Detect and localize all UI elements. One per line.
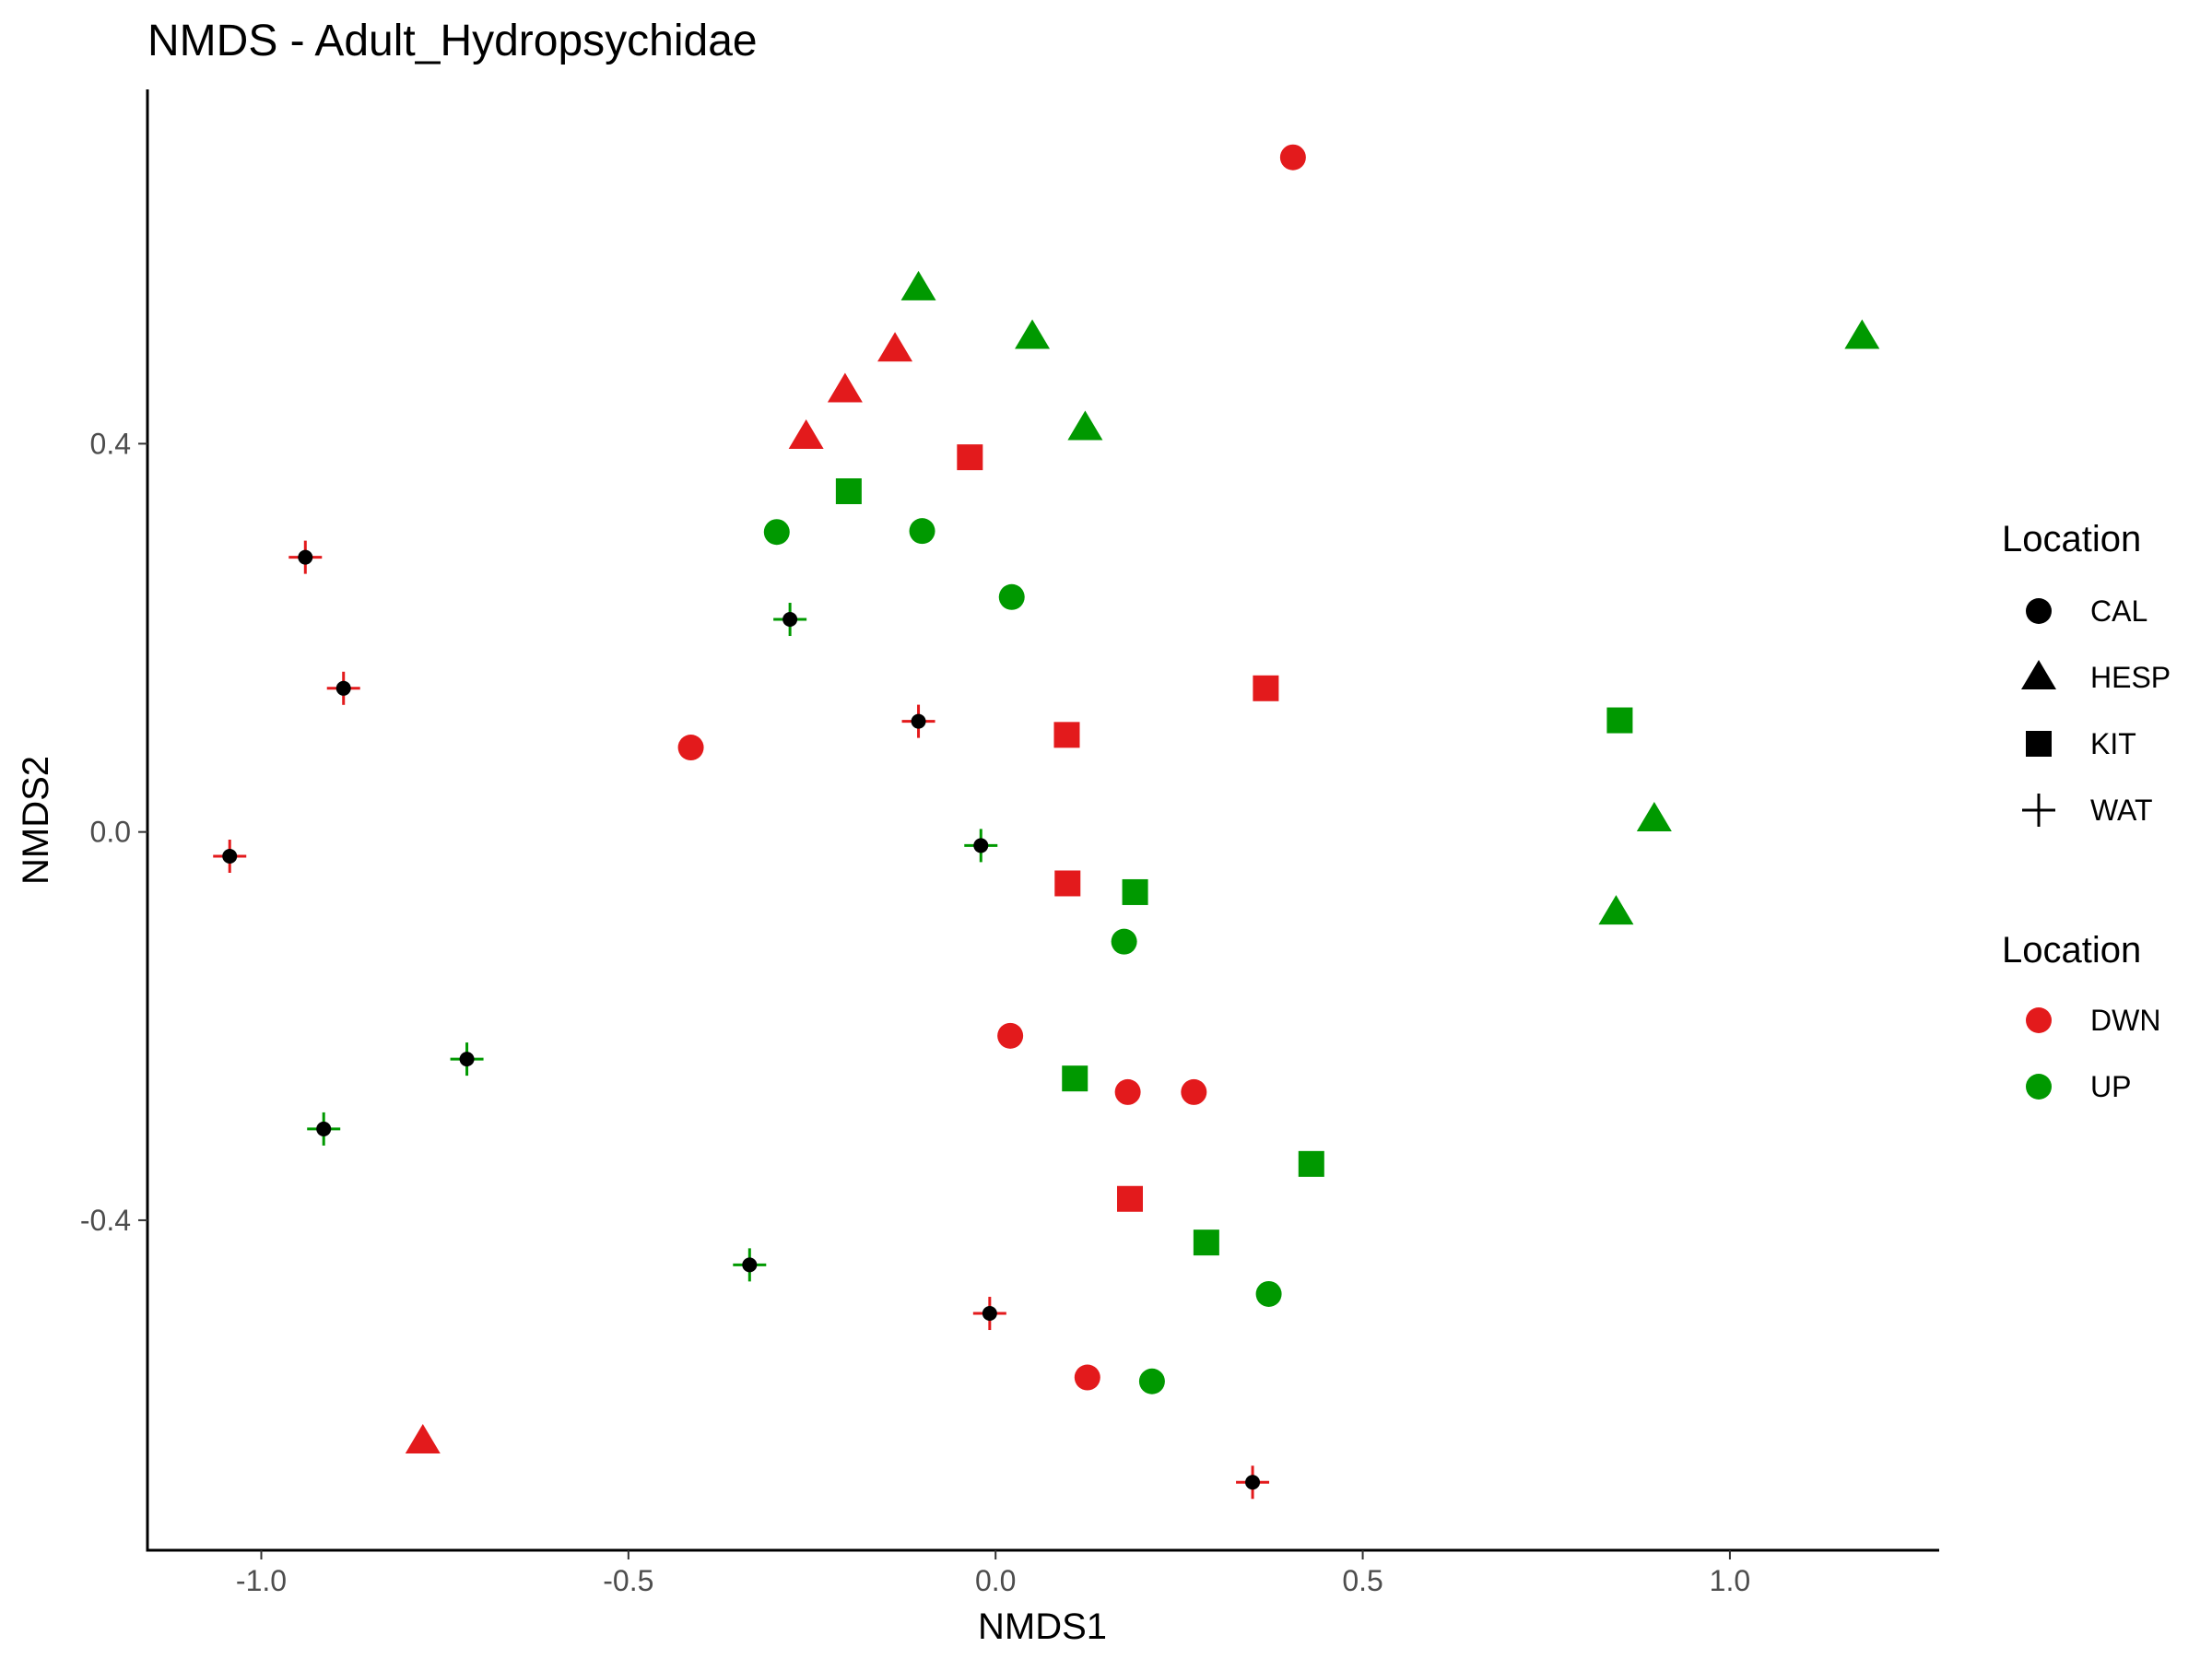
x-axis-ticks: -1.0 -0.5 0.0 0.5 1.0 [236,1550,1750,1597]
data-point [1074,1364,1100,1391]
legend-label-up: UP [2090,1070,2131,1103]
data-point [1138,1368,1165,1394]
data-point [1067,410,1103,441]
data-point [1181,1078,1207,1105]
data-point [773,603,807,637]
data-point [877,332,913,362]
legend-key-wat [2022,794,2055,827]
x-tick-label: -0.5 [603,1564,653,1597]
data-point [827,372,863,403]
legend-key-kit [2026,731,2052,757]
data-point [788,419,824,450]
legend-shape: Location CAL HESP KIT WAT [2002,519,2171,827]
data-point [1015,319,1051,349]
data-point [1298,1150,1324,1177]
legend-label-kit: KIT [2090,727,2136,760]
legend-key-dwn [2026,1007,2052,1033]
data-point [733,1248,767,1282]
data-point [835,478,862,505]
legend-color: Location DWN UP [2002,930,2160,1103]
data-point [1606,707,1633,734]
legend-label-cal: CAL [2090,594,2147,628]
data-point [909,518,935,545]
legend-key-up [2026,1074,2052,1100]
data-point [1053,722,1080,748]
data-point [901,704,935,738]
data-point [677,735,704,761]
x-tick-label: 0.5 [1342,1564,1382,1597]
data-point [900,270,936,300]
data-point [997,1022,1024,1049]
data-point [1844,319,1880,349]
data-point [964,829,998,863]
y-tick-label: -0.4 [80,1204,131,1237]
x-tick-label: -1.0 [236,1564,287,1597]
data-point [1122,878,1148,905]
data-point [1117,1185,1144,1212]
data-point [307,1112,341,1146]
data-point [1054,870,1081,897]
data-point [763,519,790,546]
legend-label-dwn: DWN [2090,1004,2160,1037]
data-point [1236,1465,1270,1500]
y-axis-ticks: -0.4 0.0 0.4 [80,427,147,1237]
data-point [972,1297,1006,1331]
data-point [288,540,323,574]
y-axis-title: NMDS2 [16,756,56,885]
x-axis-title: NMDS1 [978,1606,1107,1647]
data-point [1636,801,1672,831]
data-point [213,839,247,873]
data-point [1253,675,1279,701]
color-legend-title: Location [2002,930,2141,971]
chart-title: NMDS - Adult_Hydropsychidae [147,17,758,65]
legend-key-cal [2026,598,2052,624]
data-point [1114,1078,1141,1105]
data-point [1193,1230,1219,1256]
data-point [957,444,983,471]
data-point [1111,928,1137,955]
y-tick-label: 0.4 [90,427,131,460]
shape-legend-title: Location [2002,519,2141,559]
legend-key-hesp [2021,660,2056,689]
legend-label-hesp: HESP [2090,661,2171,694]
data-point [1598,895,1634,925]
legend-label-wat: WAT [2090,794,2153,827]
data-point [1255,1280,1282,1307]
data-point [326,671,360,705]
data-point [1062,1065,1088,1092]
data-point [450,1042,484,1077]
data-point [405,1424,441,1454]
data-point [998,583,1025,610]
data-point [1279,144,1306,171]
data-points [213,144,1880,1500]
x-tick-label: 0.0 [975,1564,1016,1597]
y-tick-label: 0.0 [90,816,131,849]
x-tick-label: 1.0 [1710,1564,1750,1597]
